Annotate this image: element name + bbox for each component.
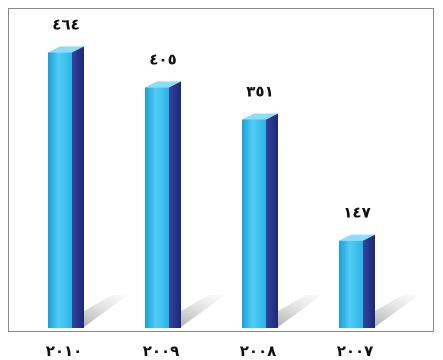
data-label: ٤٠٥ xyxy=(149,50,176,68)
data-label: ٤٦٤ xyxy=(52,15,79,33)
bar-3 xyxy=(242,119,266,328)
bar-side-4 xyxy=(363,234,375,328)
bar-top-4 xyxy=(339,234,375,241)
bar-1 xyxy=(48,52,72,328)
bar-top-1 xyxy=(48,46,84,53)
x-tick-label: ٢٠٠٩ xyxy=(143,342,180,360)
bar-top-3 xyxy=(242,113,278,120)
bar-side-2 xyxy=(169,81,181,329)
bar-side-3 xyxy=(266,113,278,328)
bar-top-2 xyxy=(145,81,181,88)
bar-2 xyxy=(145,87,169,329)
bar-4 xyxy=(339,240,363,328)
x-tick-label: ٢٠٠٧ xyxy=(337,342,374,360)
x-tick-label: ٢٠٠٨ xyxy=(240,342,277,360)
x-tick-label: ٢٠١٠ xyxy=(46,342,83,360)
data-label: ١٤٧ xyxy=(343,204,370,222)
data-label: ٣٥١ xyxy=(246,83,273,101)
bar-side-1 xyxy=(72,46,84,328)
plot-frame xyxy=(8,8,434,332)
